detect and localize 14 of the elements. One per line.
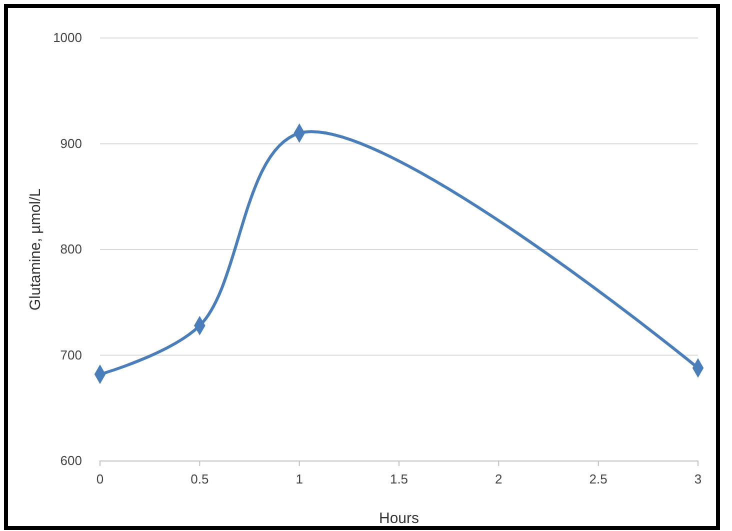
- x-axis-title: Hours: [378, 510, 420, 527]
- y-tick-label: 1000: [53, 30, 82, 46]
- y-tick-label: 600: [60, 453, 82, 468]
- x-tick-label: 2.5: [589, 471, 608, 486]
- x-tick-label: 0: [96, 471, 104, 486]
- x-tick-label: 2: [495, 471, 502, 486]
- y-axis-title: Glutamine, µmol/L: [27, 188, 44, 311]
- y-tick-label: 800: [60, 242, 82, 257]
- y-tick-label: 900: [60, 136, 82, 151]
- x-tick-label: 1: [296, 471, 303, 486]
- x-tick-label: 1.5: [390, 471, 408, 486]
- x-tick-label: 3: [694, 471, 702, 486]
- y-tick-label: 700: [60, 347, 82, 362]
- x-tick-label: 0.5: [190, 471, 209, 486]
